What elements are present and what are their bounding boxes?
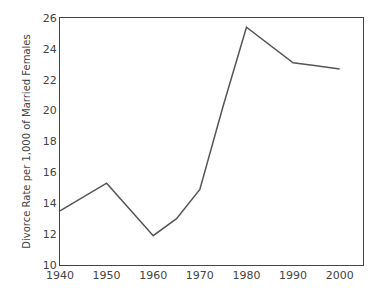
svg-text:10: 10 — [43, 259, 57, 272]
svg-text:24: 24 — [43, 43, 57, 56]
svg-text:14: 14 — [43, 197, 57, 210]
svg-text:1990: 1990 — [279, 269, 307, 282]
svg-text:12: 12 — [43, 228, 57, 241]
svg-text:1950: 1950 — [93, 269, 121, 282]
svg-text:18: 18 — [43, 135, 57, 148]
svg-text:1940: 1940 — [46, 269, 74, 282]
svg-text:22: 22 — [43, 74, 57, 87]
svg-text:26: 26 — [43, 12, 57, 25]
svg-text:Divorce Rate per 1,000 of Marr: Divorce Rate per 1,000 of Married Female… — [21, 34, 32, 248]
svg-text:2000: 2000 — [326, 269, 354, 282]
svg-text:1960: 1960 — [139, 269, 167, 282]
svg-text:20: 20 — [43, 104, 57, 117]
svg-text:1980: 1980 — [232, 269, 260, 282]
svg-text:1970: 1970 — [186, 269, 214, 282]
svg-text:16: 16 — [43, 166, 57, 179]
